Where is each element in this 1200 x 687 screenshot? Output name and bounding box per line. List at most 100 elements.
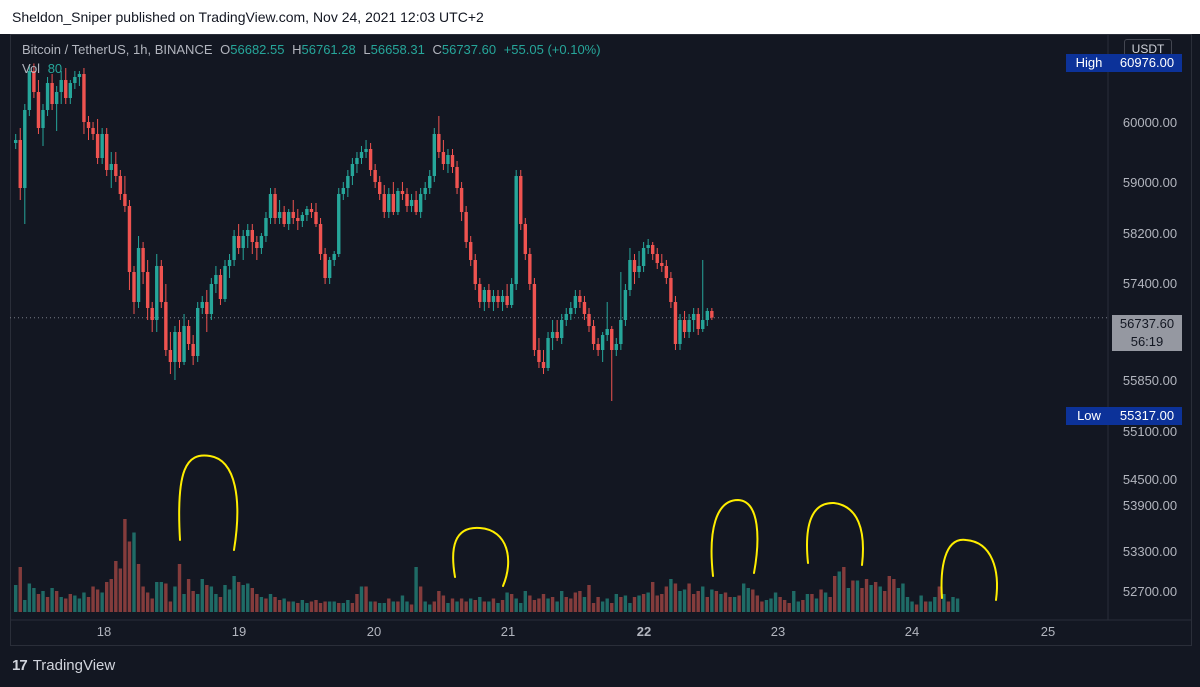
volume-bar xyxy=(796,601,800,612)
candle-body xyxy=(378,182,382,194)
price-tick-label: 59000.00 xyxy=(1123,175,1177,190)
candle-body xyxy=(105,134,109,170)
volume-bar xyxy=(437,591,441,612)
volume-bar xyxy=(537,598,541,612)
volume-bar xyxy=(833,576,837,612)
volume-bar xyxy=(637,595,641,612)
time-tick-label: 18 xyxy=(97,624,111,639)
candle-body xyxy=(332,254,336,260)
candle-body xyxy=(669,278,673,302)
volume-bar xyxy=(582,597,587,612)
volume-bar xyxy=(555,601,559,612)
open-label: O xyxy=(220,42,231,57)
volume-bar xyxy=(441,595,446,612)
price-tick-label: 52700.00 xyxy=(1123,584,1177,599)
volume-bar xyxy=(651,582,655,612)
volume-bar xyxy=(782,600,787,612)
candle-body xyxy=(273,194,277,218)
volume-bar xyxy=(223,585,227,612)
volume-bar xyxy=(91,586,95,612)
time-axis-ticks: 18 19 20 21 22 23 24 25 xyxy=(97,624,1055,639)
symbol-legend[interactable]: Bitcoin / TetherUS, 1h, BINANCE O56682.5… xyxy=(22,42,601,57)
candle-body xyxy=(505,296,509,305)
volume-bar xyxy=(878,586,882,612)
volume-bar xyxy=(500,600,505,612)
volume-bar xyxy=(578,591,582,612)
volume-bar xyxy=(701,586,705,612)
volume-bar xyxy=(560,591,564,612)
candle-body xyxy=(409,200,414,206)
candle-body xyxy=(305,209,309,215)
volume-bar xyxy=(732,597,737,612)
candle-body xyxy=(73,77,77,83)
open-value: 56682.55 xyxy=(230,42,285,57)
candle-body xyxy=(655,254,659,263)
candle-body xyxy=(173,332,177,362)
candle-body xyxy=(587,314,591,326)
candle-body xyxy=(651,245,655,254)
volume-bar xyxy=(241,585,245,612)
candle-body xyxy=(64,80,68,98)
candle-body xyxy=(605,329,609,335)
volume-bar xyxy=(614,594,618,612)
candle-body xyxy=(95,134,100,158)
volume-bar xyxy=(905,597,910,612)
price-tick-label: 55100.00 xyxy=(1123,424,1177,439)
volume-bar xyxy=(337,603,341,612)
chart-canvas[interactable]: 60000.0059000.0058200.0057400.0056650.00… xyxy=(0,0,1200,646)
candle-body xyxy=(691,314,696,320)
volume-legend[interactable]: Vol 80 xyxy=(22,61,62,76)
candle-body xyxy=(487,290,491,302)
volume-bar xyxy=(869,585,873,612)
volume-bar xyxy=(68,594,72,612)
candle-body xyxy=(496,296,500,302)
volume-bar xyxy=(341,603,345,612)
candle-body xyxy=(18,140,22,188)
chart-area[interactable] xyxy=(10,34,1192,646)
volume-bar xyxy=(127,541,132,612)
volume-series xyxy=(14,519,960,612)
volume-bar xyxy=(173,586,177,612)
volume-bar xyxy=(118,568,123,612)
volume-bar xyxy=(36,594,41,612)
volume-bar xyxy=(823,592,828,612)
candle-body xyxy=(68,83,72,98)
volume-bar xyxy=(409,604,414,612)
candle-body xyxy=(623,290,628,320)
volume-bar xyxy=(109,579,113,612)
last-price-tag: 56737.60 56:19 xyxy=(1112,315,1182,351)
volume-bar xyxy=(382,603,386,612)
candle-body xyxy=(337,194,341,254)
volume-bar xyxy=(287,601,291,612)
volume-bar xyxy=(155,582,159,612)
volume-bar xyxy=(769,598,773,612)
volume-bar xyxy=(378,603,382,612)
candle-body xyxy=(59,80,63,92)
candle-body xyxy=(591,326,596,344)
volume-bar xyxy=(723,592,728,612)
volume-bar xyxy=(696,591,700,612)
volume-bar xyxy=(632,597,637,612)
candle-body xyxy=(291,212,295,218)
volume-bar xyxy=(282,598,286,612)
volume-bar xyxy=(792,591,796,612)
volume-bar xyxy=(664,586,669,612)
volume-bar xyxy=(95,589,100,612)
candle-body xyxy=(45,83,50,110)
volume-bar xyxy=(682,589,687,612)
candle-body xyxy=(646,245,650,248)
candle-body xyxy=(205,302,209,314)
volume-bar xyxy=(64,598,68,612)
volume-bar xyxy=(519,603,523,612)
volume-bar xyxy=(432,601,436,612)
candle-body xyxy=(537,350,541,362)
candle-body xyxy=(550,332,555,338)
volume-bar xyxy=(887,576,891,612)
volume-bar xyxy=(896,588,901,612)
candle-body xyxy=(209,284,214,314)
candle-body xyxy=(582,302,587,314)
candle-body xyxy=(382,194,386,212)
tradingview-logo[interactable]: 17 TradingView xyxy=(12,657,115,674)
candle-body xyxy=(223,266,227,299)
volume-bar xyxy=(587,585,591,612)
